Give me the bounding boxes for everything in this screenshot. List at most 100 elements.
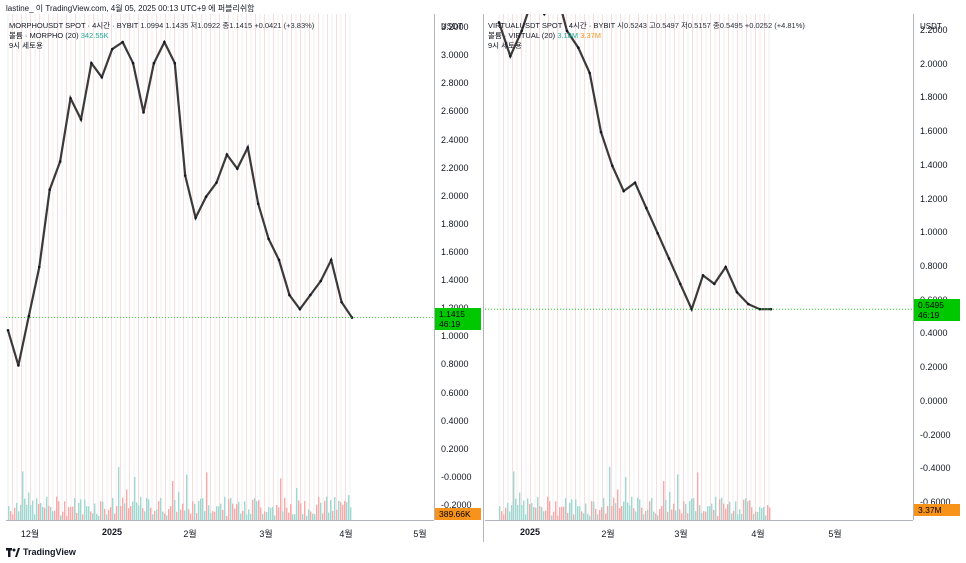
left-volume-bar [160,497,162,520]
left-volume-bar [334,497,336,520]
left-legend-volume[interactable]: 볼륨 · MORPHO (20) 342.55K [9,30,109,41]
right-volume-bar [727,504,729,520]
right-volume-bar [751,507,753,520]
left-volume-bar [344,500,346,520]
left-volume-bar [84,499,86,520]
right-volume-bar [573,514,575,520]
left-volume-bar [256,501,258,520]
right-volume-bar [695,511,697,520]
left-price-point [350,316,354,319]
right-volume-bar [511,504,513,520]
right-volume-badge: 3.37M [914,504,960,516]
right-price-badge: 0.5495 46:19 [914,299,960,322]
left-volume-bar [70,506,72,520]
left-volume-bar [12,514,14,520]
left-volume-bar [40,502,42,520]
left-volume-bar [342,504,344,520]
left-volume-bar [188,509,190,520]
right-price-point [758,307,761,311]
right-y-tick-label: 0.0000 [920,395,948,406]
right-volume-bar [621,505,623,520]
right-volume-bar [647,509,649,520]
right-y-tick-label: 2.0000 [920,58,948,69]
left-volume-bar [300,503,302,520]
left-price-point [246,146,250,149]
left-volume-bar [282,511,284,520]
left-volume-bar [118,466,120,520]
right-price-point [735,291,739,294]
left-symbol-name[interactable]: MORPHOUSDT SPOT · 4시간 · BYBIT [9,21,139,30]
left-volume-bar [260,507,262,520]
left-y-tick-label: 1.4000 [441,275,469,286]
right-price-point [690,307,693,311]
right-unit-label: USDT [920,22,942,31]
left-chart-panel: MORPHOUSDT SPOT · 4시간 · BYBIT 1.0994 1.1… [6,14,481,520]
left-volume-bar [48,506,50,520]
left-volume-bar [312,513,314,520]
left-volume-bar [148,499,150,520]
right-volume-bar [729,501,731,520]
left-y-tick-label: 0.8000 [441,359,469,370]
right-volume-bar [657,515,659,520]
left-volume-bar [18,511,20,520]
right-volume-bar [667,511,669,520]
left-volume-bar [174,499,176,520]
right-volume-bar [763,506,765,520]
right-volume-bar [501,511,503,520]
left-volume-bar [104,508,106,520]
right-price-plot[interactable] [485,14,913,520]
right-last-price: 0.5495 [918,300,944,311]
right-time-axis[interactable]: 2025 2월 3월 4월 5월 [485,520,913,543]
right-price-point [565,29,569,33]
left-price-point [225,153,229,156]
left-time-axis[interactable]: 12월 2025 2월 3월 4월 5월 [6,520,434,543]
right-volume-bar [707,506,709,520]
right-volume-bar [645,510,647,520]
right-volume-bar [581,511,583,520]
left-volume-bar [294,514,296,520]
right-volume-bar [733,510,735,520]
left-volume-bar [126,489,128,520]
left-y-tick-label: 2.4000 [441,134,469,145]
left-volume-bar [154,510,156,520]
right-volume-bar [601,507,603,520]
right-volume-bar [669,491,671,520]
right-volume-bar [731,513,733,520]
left-volume-bar [46,496,48,520]
right-volume-bar [523,500,525,520]
left-y-tick-label: 3.2000 [441,22,469,33]
left-price-plot[interactable] [6,14,434,520]
right-price-axis[interactable]: USDT 2.2000 2.0000 1.8000 1.6000 1.4000 1.200… [913,14,961,520]
right-legend-volume[interactable]: 볼륨 · VIRTUAL (20) 3.18M 3.37M [488,30,601,41]
left-price-axis[interactable]: USDT 3.2000 3.0000 2.8000 2.6000 2.4000 2.200… [434,14,482,520]
right-y-tick-label: 1.8000 [920,92,948,103]
left-volume-bar [190,513,192,520]
left-volume-bar [86,506,88,520]
left-volume-bar [218,506,220,520]
right-y-tick-label: 1.4000 [920,159,948,170]
left-price-line [6,39,353,366]
left-volume-bar [318,497,320,520]
tradingview-footer[interactable]: TradingView [6,547,76,557]
left-volume-bar [258,500,260,520]
right-volume-bar [579,506,581,520]
right-price-point [679,282,682,286]
left-volume-bar [262,513,264,520]
left-volume-bar [132,501,134,520]
left-price-point [152,61,156,65]
left-volume-bar [146,497,148,520]
right-volume-bar [505,507,507,520]
right-volume-bar [683,501,685,520]
right-volume-bar [609,466,611,520]
left-legend-symbol[interactable]: MORPHOUSDT SPOT · 4시간 · BYBIT 1.0994 1.1… [9,20,314,31]
right-legend-symbol[interactable]: VIRTUALUSDT SPOT · 4시간 · BYBIT 시0.5243 고… [488,20,805,31]
right-symbol-name[interactable]: VIRTUALUSDT SPOT · 4시간 · BYBIT [488,21,616,30]
right-legend-session: 9시 세토용 [488,41,522,50]
left-price-point [37,265,41,269]
left-time-label: 3월 [259,529,273,539]
right-volume-bar [737,514,739,520]
left-volume-bar [254,498,256,520]
left-volume-bar [304,501,306,520]
left-price-point [173,61,177,65]
left-volume-bar [82,514,84,520]
